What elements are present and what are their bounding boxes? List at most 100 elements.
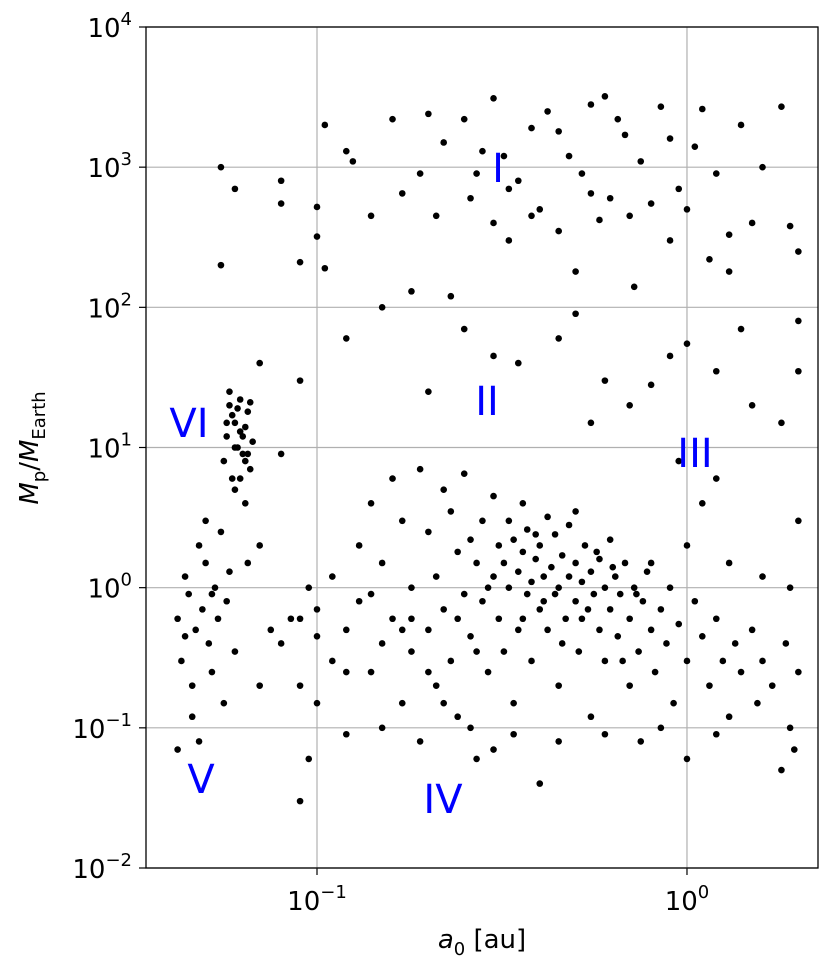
- point: [231, 419, 239, 427]
- point: [460, 325, 468, 333]
- point: [244, 450, 252, 458]
- point: [795, 668, 802, 676]
- point: [666, 237, 674, 244]
- point: [408, 615, 415, 623]
- point: [226, 402, 233, 409]
- point: [239, 433, 247, 440]
- point: [208, 590, 216, 598]
- point: [205, 640, 213, 647]
- point: [256, 542, 263, 549]
- point: [416, 170, 424, 177]
- point: [572, 268, 579, 275]
- point: [778, 419, 785, 427]
- point: [220, 457, 228, 465]
- point: [790, 746, 798, 753]
- point: [778, 103, 785, 111]
- point: [389, 615, 396, 623]
- point: [593, 548, 600, 556]
- point: [342, 668, 350, 676]
- label-part: M: [15, 482, 45, 504]
- point: [490, 746, 497, 753]
- point: [548, 563, 555, 571]
- point: [782, 640, 790, 647]
- point: [217, 261, 225, 269]
- point: [536, 542, 544, 549]
- point: [195, 542, 203, 549]
- point: [626, 402, 633, 409]
- tick-base: 10: [72, 855, 105, 885]
- point: [759, 657, 766, 665]
- point: [467, 194, 474, 202]
- point: [587, 190, 595, 197]
- label-part: /: [15, 462, 45, 471]
- point: [748, 219, 756, 227]
- tick-label: 100: [665, 882, 710, 917]
- point: [249, 438, 256, 445]
- point: [246, 465, 254, 473]
- tick-label: 10−1: [72, 710, 132, 745]
- point: [473, 559, 480, 567]
- point: [712, 615, 720, 623]
- point: [425, 388, 432, 396]
- point: [540, 573, 548, 580]
- point: [614, 632, 622, 640]
- point: [778, 766, 785, 774]
- point: [349, 158, 357, 165]
- point: [795, 248, 802, 255]
- point: [663, 640, 670, 647]
- tick-base: 10: [665, 887, 698, 917]
- point: [398, 626, 406, 634]
- point: [596, 216, 603, 224]
- point: [510, 536, 517, 543]
- point: [544, 626, 551, 634]
- tick-exponent: 2: [121, 289, 132, 310]
- point: [606, 536, 614, 543]
- point: [555, 227, 562, 235]
- point: [490, 573, 497, 580]
- point: [454, 713, 461, 721]
- point: [666, 135, 674, 142]
- tick-base: 10: [87, 435, 120, 465]
- label-part: p: [29, 471, 50, 482]
- point: [408, 288, 415, 295]
- point: [523, 526, 531, 533]
- point: [313, 606, 321, 613]
- point: [440, 699, 447, 707]
- tick-label: 103: [87, 149, 132, 184]
- point: [231, 444, 239, 451]
- point: [528, 657, 535, 665]
- point: [606, 606, 614, 613]
- point: [211, 584, 219, 591]
- point: [181, 632, 189, 640]
- point: [795, 367, 802, 375]
- point: [795, 317, 802, 325]
- point: [296, 797, 304, 805]
- point: [236, 396, 244, 403]
- point: [536, 606, 544, 613]
- point: [342, 335, 350, 342]
- point: [657, 724, 665, 732]
- tick-label: 10−1: [287, 882, 347, 917]
- point: [555, 682, 562, 689]
- point: [490, 94, 497, 102]
- point: [611, 573, 619, 580]
- point: [425, 110, 432, 118]
- point: [226, 388, 233, 396]
- point: [601, 377, 609, 384]
- point: [601, 657, 609, 665]
- point: [596, 555, 603, 563]
- point: [432, 573, 440, 580]
- point: [321, 121, 329, 129]
- point: [398, 517, 406, 525]
- point: [683, 755, 691, 763]
- point: [367, 668, 375, 676]
- point: [657, 606, 665, 613]
- tick-label: 104: [87, 9, 132, 44]
- point: [447, 508, 455, 515]
- tick-base: 10: [87, 154, 120, 184]
- point: [355, 542, 363, 549]
- point: [698, 499, 706, 507]
- point: [712, 367, 720, 375]
- point: [185, 590, 192, 598]
- tick-base: 10: [87, 294, 120, 324]
